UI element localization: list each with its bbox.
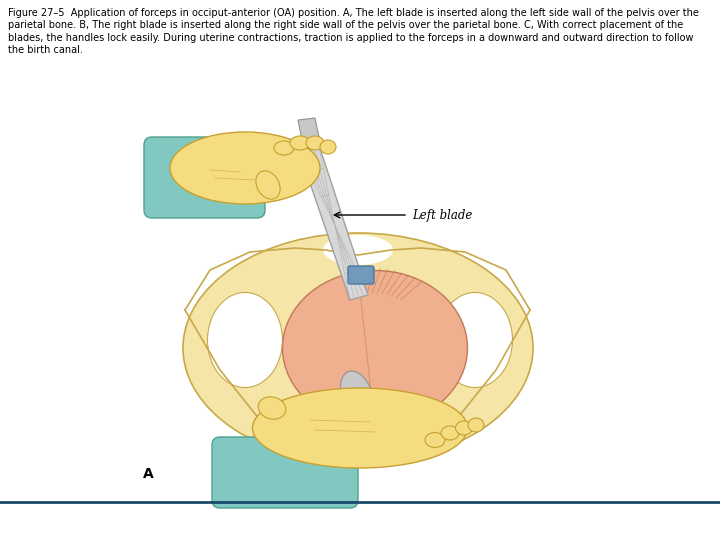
Text: Left blade: Left blade xyxy=(412,208,472,221)
Polygon shape xyxy=(298,142,368,300)
Text: Figure 27–5  Application of forceps in occiput-anterior (OA) position. A, The le: Figure 27–5 Application of forceps in oc… xyxy=(8,8,699,55)
Ellipse shape xyxy=(320,140,336,154)
Ellipse shape xyxy=(290,136,310,150)
Ellipse shape xyxy=(341,371,374,419)
Ellipse shape xyxy=(306,136,324,150)
Polygon shape xyxy=(298,118,320,145)
Ellipse shape xyxy=(274,141,294,155)
Ellipse shape xyxy=(253,388,467,468)
Ellipse shape xyxy=(425,433,445,448)
Ellipse shape xyxy=(441,426,459,440)
Ellipse shape xyxy=(258,397,286,419)
Ellipse shape xyxy=(282,271,467,426)
Ellipse shape xyxy=(438,293,513,388)
FancyBboxPatch shape xyxy=(144,137,265,218)
Ellipse shape xyxy=(456,421,472,435)
Ellipse shape xyxy=(468,418,484,432)
Ellipse shape xyxy=(207,293,282,388)
Ellipse shape xyxy=(183,233,533,463)
Ellipse shape xyxy=(323,235,393,265)
Ellipse shape xyxy=(256,171,280,199)
FancyBboxPatch shape xyxy=(348,266,374,284)
FancyBboxPatch shape xyxy=(212,437,358,508)
Ellipse shape xyxy=(170,132,320,204)
Text: A: A xyxy=(143,467,154,481)
